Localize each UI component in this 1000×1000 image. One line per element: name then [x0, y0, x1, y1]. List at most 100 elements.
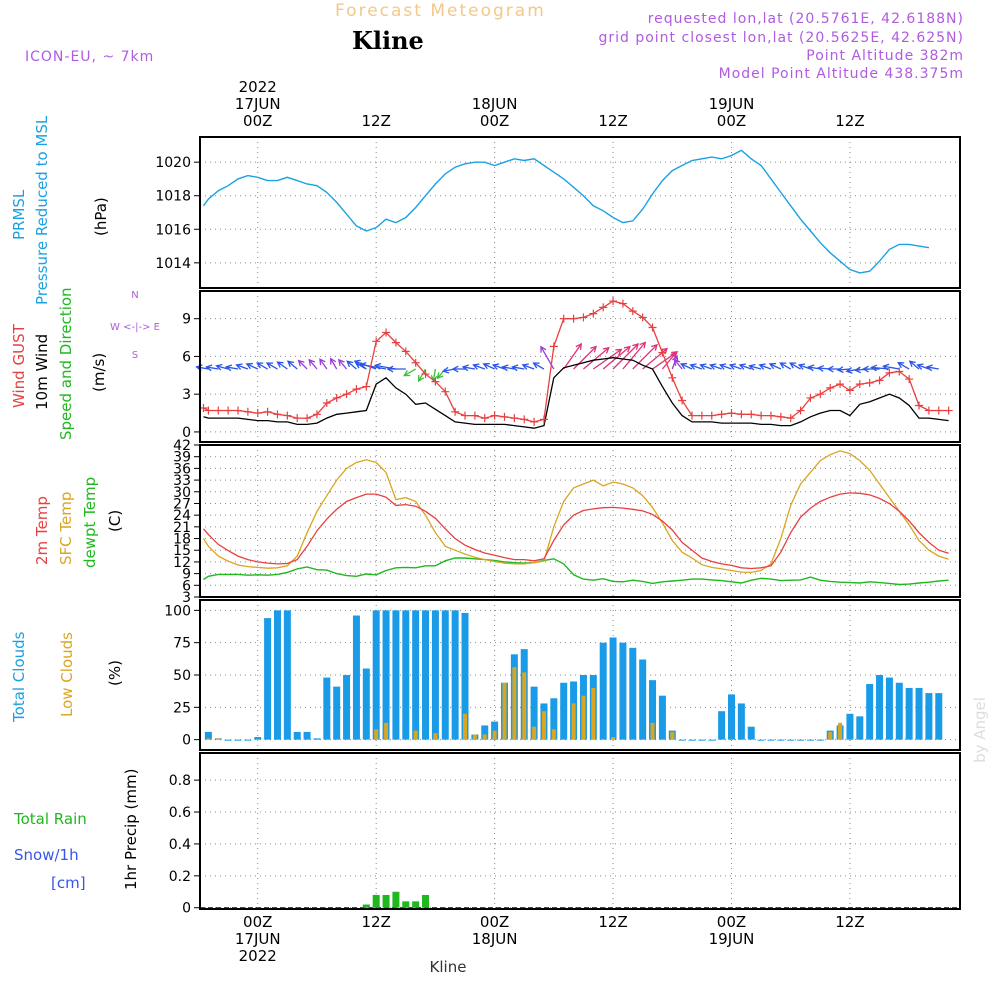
total-cloud-bar	[609, 637, 617, 740]
rain-bar	[372, 894, 380, 908]
wind-arrow	[256, 362, 268, 370]
wind-arrow-head	[441, 366, 450, 374]
requested-coords: requested lon,lat (20.5761E, 42.6188N)	[648, 11, 964, 27]
dewpt-label: dewpt Temp	[81, 477, 99, 568]
wind-gust-marker	[243, 407, 252, 416]
wind-arrow-head	[672, 354, 679, 363]
wind-arrow	[583, 347, 610, 370]
rain-bar	[362, 904, 370, 908]
wind-arrow	[206, 366, 219, 370]
low-clouds-label: Low Clouds	[58, 632, 76, 717]
total-cloud-bar	[757, 739, 765, 741]
total-cloud-bar	[806, 739, 814, 741]
prmsl-label: PRMSL	[10, 189, 28, 240]
wind-arrow	[298, 360, 308, 370]
wind-arrow-head	[297, 359, 305, 367]
pressure-series-line	[202, 149, 930, 274]
total-cloud-bar	[777, 739, 785, 741]
wind-arrow	[917, 364, 930, 370]
wind-gust-marker	[263, 407, 272, 416]
wind-gust-marker	[549, 342, 558, 351]
wind-arrow	[246, 363, 259, 370]
wind-gust-marker	[233, 406, 242, 415]
total-cloud-bar	[935, 693, 943, 740]
bottom-time-label: 00Z	[480, 913, 509, 931]
wind-arrow	[780, 362, 792, 370]
wind-arrow-head	[679, 362, 688, 370]
total-cloud-bar	[787, 739, 795, 741]
total-cloud-bar	[599, 642, 607, 740]
cloud-unit-label: (%)	[106, 660, 124, 686]
total-cloud-bar	[708, 739, 716, 741]
wind-arrow-head	[256, 362, 264, 369]
sfc-temp-line	[202, 450, 949, 574]
total-cloud-bar	[372, 610, 380, 740]
total-cloud-bar	[718, 711, 726, 740]
wind-arrow-head	[718, 363, 727, 370]
point-altitude: Point Altitude 382m	[806, 48, 964, 64]
footer-location: Kline	[430, 958, 467, 976]
pressure-ytick-label: 1020	[155, 155, 191, 171]
wind-gust-marker	[530, 417, 539, 426]
top-time-label: 18JUN	[472, 95, 518, 113]
wind-arrow	[287, 360, 298, 370]
wind-unit-label: (m/s)	[90, 353, 108, 392]
low-cloud-bar	[433, 733, 438, 740]
wind-frame	[199, 290, 961, 443]
top-time-label: 12Z	[835, 112, 864, 130]
low-cloud-bar	[206, 738, 211, 740]
wind-gust-marker	[332, 393, 341, 402]
total-cloud-bar	[382, 610, 390, 740]
wind-arrow-head	[699, 363, 707, 370]
top-time-label: 12Z	[361, 112, 390, 130]
wind-arrow	[837, 368, 850, 371]
wind-gust-marker	[806, 393, 815, 402]
wind-gust-marker	[796, 406, 805, 415]
wind-gust-marker	[638, 313, 647, 322]
low-cloud-bar	[551, 729, 556, 740]
wind-arrow-head	[337, 358, 345, 366]
wind-gust-marker	[688, 411, 697, 420]
wind-gust-marker	[510, 414, 519, 423]
total-cloud-bar	[293, 731, 301, 740]
wind-gust-marker	[697, 411, 706, 420]
total-cloud-bar	[876, 675, 884, 740]
t2m-label: 2m Temp	[33, 496, 51, 565]
wind-gust-marker	[382, 328, 391, 337]
wind-gust-marker	[776, 412, 785, 421]
total-cloud-bar	[323, 677, 331, 740]
wind-gust-marker	[628, 307, 637, 316]
temperature-ytick-label: 39	[173, 450, 191, 466]
grid-point-coords: grid point closest lon,lat (20.5625E, 42…	[598, 30, 964, 46]
wind-gust-marker	[253, 409, 262, 418]
wind-gust-marker	[668, 373, 677, 382]
wind-arrow	[720, 364, 732, 370]
temperature-frame	[199, 444, 961, 598]
wind-arrow-head	[853, 366, 862, 374]
wind-gust-marker	[875, 376, 884, 385]
low-cloud-bar	[472, 734, 477, 740]
total-cloud-bar	[560, 682, 568, 740]
wind-gust-marker	[441, 387, 450, 396]
wind-arrow-head	[673, 358, 681, 366]
bottom-time-label: 19JUN	[709, 930, 755, 948]
wind-arrow-head	[373, 362, 382, 370]
wind-gust-marker	[905, 375, 914, 384]
pressure-panel: 1014 1016 1018 1020	[155, 137, 960, 288]
wind-gust-marker	[816, 390, 825, 399]
clouds-panel: 0 25 50 75 100	[164, 600, 960, 750]
wind-arrow-head	[417, 374, 425, 383]
pressure-panel-labels: PRMSL Pressure Reduced to MSL (hPa)	[10, 115, 110, 305]
wind-panel-labels: Wind GUST 10m Wind Speed and Direction (…	[10, 287, 160, 440]
wind-gust-marker	[747, 410, 756, 419]
wind-arrow-head	[521, 363, 529, 370]
total-cloud-bar	[846, 713, 854, 740]
wind-arrow-head	[797, 363, 806, 370]
temperature-ytick-label: 36	[173, 461, 191, 477]
bottom-time-label: 18JUN	[472, 930, 518, 948]
wind-gust-marker	[944, 406, 953, 415]
pressure-unit-label: (hPa)	[92, 197, 110, 236]
wind-gust-marker	[273, 410, 282, 419]
low-cloud-bar	[532, 726, 537, 740]
pressure-ytick-label: 1014	[155, 256, 191, 272]
